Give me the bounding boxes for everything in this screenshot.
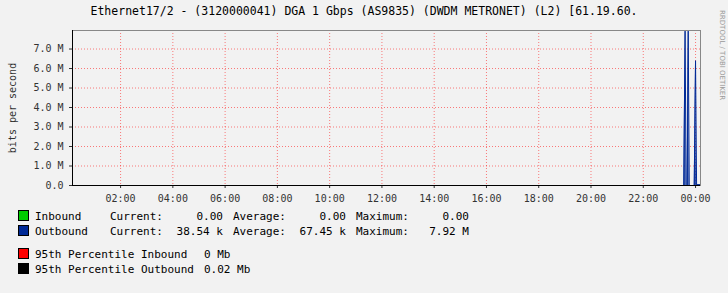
html-text:7.92 M: 7.92 M xyxy=(429,225,469,238)
html-text:0.00: 0.00 xyxy=(319,210,346,223)
svg-text:22:00: 22:00 xyxy=(628,193,658,204)
html-text:38.54 k: 38.54 k xyxy=(176,225,223,238)
svg-text:bits per second: bits per second xyxy=(7,63,18,153)
svg-text:12:00: 12:00 xyxy=(367,193,397,204)
html-text:Average:: Average: xyxy=(233,225,286,238)
svg-text:2.0 M: 2.0 M xyxy=(33,141,63,152)
svg-text:3.0 M: 3.0 M xyxy=(33,121,63,132)
svg-text:0.0: 0.0 xyxy=(45,180,63,191)
html-text:67.45 k: 67.45 k xyxy=(299,225,346,238)
svg-text:4.0 M: 4.0 M xyxy=(33,102,63,113)
html-text:Maximum:: Maximum: xyxy=(356,210,409,223)
html-text:Average:: Average: xyxy=(233,210,286,223)
svg-text:06:00: 06:00 xyxy=(210,193,240,204)
svg-text:10:00: 10:00 xyxy=(315,193,345,204)
html-text:Current:: Current: xyxy=(110,210,163,223)
svg-text:16:00: 16:00 xyxy=(471,193,501,204)
svg-text:00:00: 00:00 xyxy=(680,193,710,204)
svg-text:5.0 M: 5.0 M xyxy=(33,82,63,93)
html-text:Inbound: Inbound xyxy=(35,210,82,223)
html-text:Ethernet17/2 - (3120000041) DG: Ethernet17/2 - (3120000041) DGA 1 Gbps (… xyxy=(90,4,638,18)
html-text:0.00: 0.00 xyxy=(442,210,469,223)
svg-text:02:00: 02:00 xyxy=(106,193,136,204)
html-text:Outbound: Outbound xyxy=(35,225,88,238)
html-text:Maximum:: Maximum: xyxy=(356,225,409,238)
svg-text:7.0 M: 7.0 M xyxy=(33,43,63,54)
html-text:0 Mb: 0 Mb xyxy=(204,248,231,261)
html-text:95th Percentile Inbound: 95th Percentile Inbound xyxy=(35,248,188,261)
html-text:95th Percentile Outbound: 95th Percentile Outbound xyxy=(35,263,194,276)
svg-text:6.0 M: 6.0 M xyxy=(33,63,63,74)
svg-text:08:00: 08:00 xyxy=(262,193,292,204)
svg-text:18:00: 18:00 xyxy=(524,193,554,204)
svg-text:1.0 M: 1.0 M xyxy=(33,160,63,171)
svg-text:20:00: 20:00 xyxy=(576,193,606,204)
svg-text:04:00: 04:00 xyxy=(158,193,188,204)
html-text:0.00: 0.00 xyxy=(196,210,223,223)
html-text:Current:: Current: xyxy=(110,225,163,238)
html-text:0.02 Mb: 0.02 Mb xyxy=(204,263,251,276)
svg-text:14:00: 14:00 xyxy=(419,193,449,204)
html-text:RRDTOOL / TOBI OETIKER: RRDTOOL / TOBI OETIKER xyxy=(718,10,726,101)
